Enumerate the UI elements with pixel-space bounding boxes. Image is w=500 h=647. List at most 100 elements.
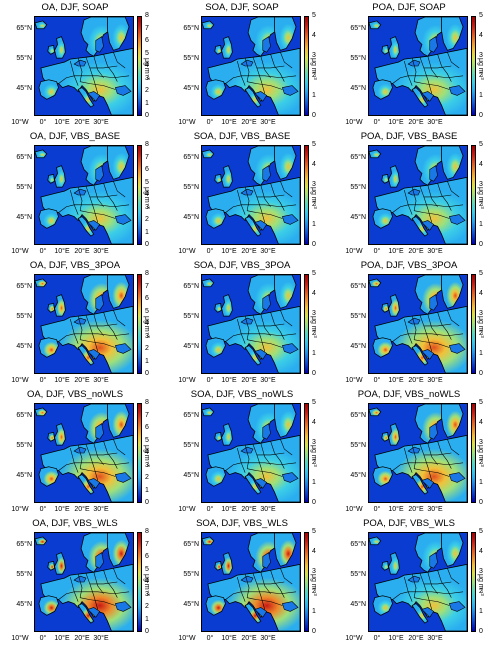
country-border xyxy=(252,186,266,223)
colorbar-tick-label: 7 xyxy=(145,282,149,290)
latitude-label: 55°N xyxy=(183,55,199,62)
colorbar xyxy=(471,274,476,374)
land-area xyxy=(381,173,390,184)
land-area xyxy=(77,474,95,495)
land-area xyxy=(40,305,133,373)
latitude-label: 45°N xyxy=(16,85,32,92)
colorbar-tick-label: 7 xyxy=(145,24,149,32)
country-border xyxy=(113,181,126,198)
latitude-label: 45°N xyxy=(350,472,366,479)
colorbar-tick-label: 2 xyxy=(145,345,149,352)
country-border xyxy=(260,572,271,594)
land-area xyxy=(369,536,382,546)
inland-sea xyxy=(114,85,132,96)
colorbar-tick-label: 3 xyxy=(312,52,316,59)
land-area xyxy=(38,79,59,100)
colorbar-tick-label: 2 xyxy=(479,72,483,79)
colorbar-tick-label: 5 xyxy=(145,565,149,573)
country-border xyxy=(58,462,75,471)
inland-sea xyxy=(95,36,104,53)
country-border xyxy=(280,52,293,69)
longitude-label: 0° xyxy=(373,635,381,642)
country-border xyxy=(408,333,464,337)
latitude-label: 45°N xyxy=(350,85,366,92)
inland-sea xyxy=(281,85,299,96)
country-border xyxy=(77,445,83,469)
land-area xyxy=(374,47,467,115)
colorbar-tick-label: 2 xyxy=(312,201,316,208)
colorbar-tick-label: 0 xyxy=(479,112,483,119)
colorbar-tick-label: 6 xyxy=(145,37,149,44)
latitude-label: 55°N xyxy=(16,313,32,320)
colorbar-tick-label: 4 xyxy=(312,161,316,168)
country-border xyxy=(85,315,99,352)
panel-title: POA, DJF, VBS_noWLS xyxy=(357,389,461,400)
country-border xyxy=(256,323,285,327)
inland-sea xyxy=(448,343,466,354)
inland-sea xyxy=(448,85,466,96)
land-area xyxy=(202,407,215,417)
colorbar-tick-label: 2 xyxy=(145,216,149,223)
land-area xyxy=(35,149,48,159)
colorbar-tick-label: 8 xyxy=(145,270,149,277)
land-area xyxy=(35,20,48,30)
longitude-label: 20°E xyxy=(241,119,257,126)
colorbar-tick-label: 3 xyxy=(145,461,149,469)
land-area xyxy=(381,431,390,442)
colorbar xyxy=(304,403,309,503)
colorbar xyxy=(471,403,476,503)
country-border xyxy=(80,597,116,606)
country-border xyxy=(252,57,266,94)
colorbar-tick-label: 4 xyxy=(479,161,483,168)
panel-title: SOA, DJF, VBS_BASE xyxy=(193,131,291,142)
country-border xyxy=(113,439,126,456)
land-area xyxy=(35,407,48,417)
land-area xyxy=(207,47,300,115)
land-area xyxy=(35,536,48,546)
colorbar-tick-label: 2 xyxy=(145,603,149,610)
country-border xyxy=(113,52,126,69)
country-border xyxy=(392,204,409,213)
colorbar-tick-label: 3 xyxy=(312,181,316,188)
country-border xyxy=(408,75,464,79)
colorbar-tick-label: 0 xyxy=(145,241,149,248)
colorbar-tick-label: 4 xyxy=(479,548,483,555)
longitude-label: 0° xyxy=(373,248,381,255)
country-border xyxy=(244,187,250,211)
longitude-label: 0° xyxy=(39,377,47,384)
latitude-label: 55°N xyxy=(16,442,32,449)
colorbar-tick-label: 0 xyxy=(479,370,483,377)
colorbar-tick-label: 4 xyxy=(479,290,483,297)
longitude-label: 20°E xyxy=(74,377,90,384)
longitude-label: 0° xyxy=(206,635,214,642)
colorbar-tick-label: 0 xyxy=(312,499,316,506)
longitude-label: 30°E xyxy=(260,248,276,255)
colorbar-tick-label: 8 xyxy=(145,528,149,535)
colorbar xyxy=(137,16,142,116)
land-area xyxy=(214,431,223,442)
country-border xyxy=(241,75,297,79)
land-area xyxy=(54,36,66,59)
panel-title: OA, DJF, VBS_WLS xyxy=(32,518,118,529)
country-border xyxy=(252,315,266,352)
land-area xyxy=(214,44,223,55)
colorbar-tick-label: 5 xyxy=(312,528,316,535)
colorbar-tick-label: 4 xyxy=(145,449,149,456)
country-border xyxy=(408,204,464,208)
colorbar-tick-label: 3 xyxy=(479,439,483,446)
longitude-label: 30°E xyxy=(93,635,109,642)
colorbar-tick-label: 4 xyxy=(312,419,316,426)
latitude-label: 55°N xyxy=(350,571,366,578)
land-area xyxy=(411,474,429,495)
country-border xyxy=(58,75,75,84)
colorbar-tick-label: 1 xyxy=(479,221,483,228)
land-area xyxy=(207,563,300,631)
country-border xyxy=(89,65,118,69)
longitude-label: 10°W xyxy=(178,248,196,255)
land-area xyxy=(40,47,133,115)
land-area xyxy=(205,466,226,487)
map-panel: POA, DJF, VBS_BASE 65°N 55°N 45°N 10°W 0° 10°E… xyxy=(334,129,500,258)
map-panel: SOA, DJF, VBS_WLS 65°N 55°N 45°N 10°W 0° 10°E 2… xyxy=(167,516,333,645)
longitude-label: 10°E xyxy=(54,635,70,642)
country-border xyxy=(58,591,75,600)
